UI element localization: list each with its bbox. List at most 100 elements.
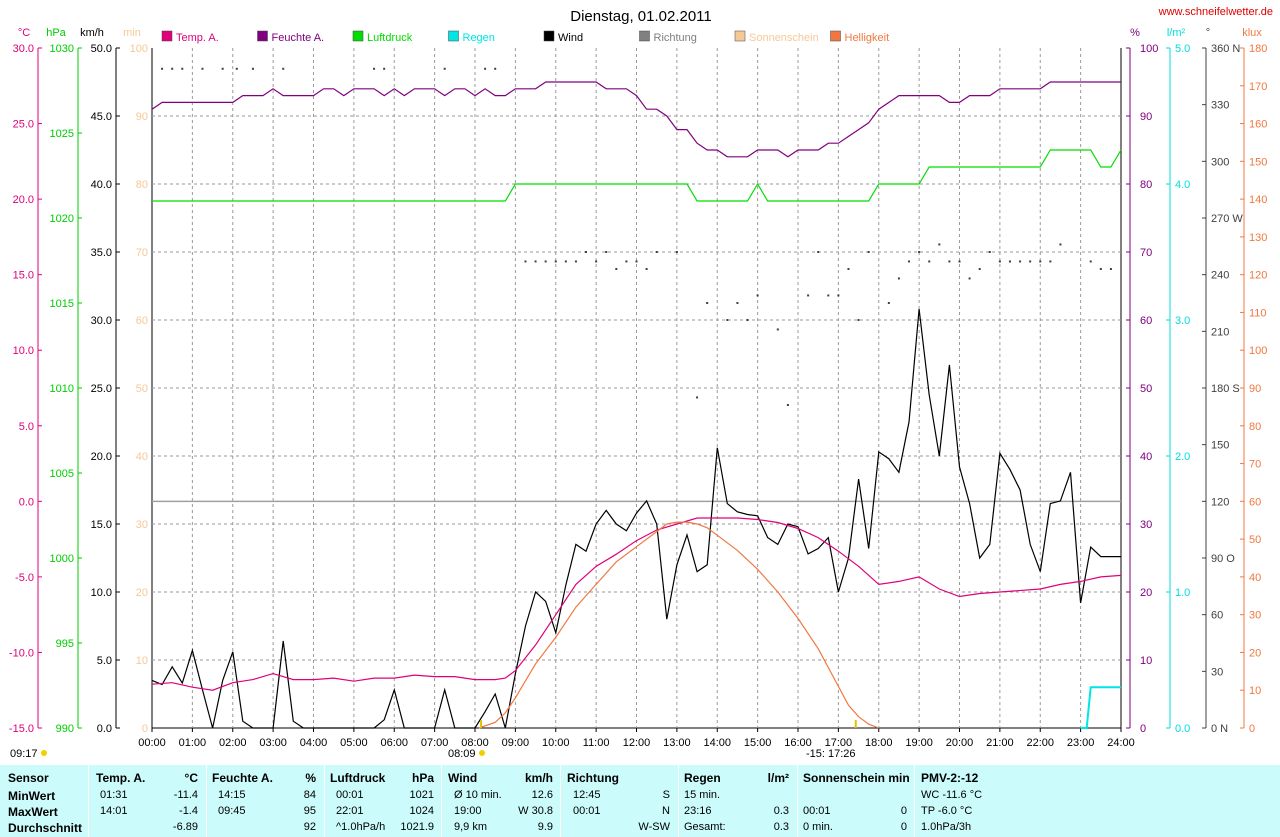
- stats-temp-time: 01:31: [100, 789, 128, 801]
- rain-unit-label: l/m²: [1167, 27, 1186, 39]
- series-line-luftdruck: [152, 149, 1122, 202]
- sunrise-time: 08:09: [448, 748, 476, 760]
- wind-tick-label: 30.0: [91, 315, 112, 327]
- site-url[interactable]: www.schneifelwetter.de: [1158, 6, 1273, 18]
- legend-label: Richtung: [654, 32, 697, 44]
- hum-tick-label: 20: [1140, 587, 1152, 599]
- direction-point: [605, 251, 608, 253]
- sun-tick-label: 100: [130, 43, 148, 55]
- time-tick-label: 03:00: [259, 737, 287, 749]
- stats-hum-value: 95: [303, 805, 316, 817]
- time-tick-label: 05:00: [340, 737, 368, 749]
- stats-hum-value: 84: [303, 789, 316, 801]
- stats-temp-time: 14:01: [100, 805, 128, 817]
- hum-tick-label: 100: [1140, 43, 1158, 55]
- time-tick-label: 17:00: [825, 737, 853, 749]
- hum-tick-label: 30: [1140, 519, 1152, 531]
- stats-temp-value: -6.89: [172, 821, 198, 833]
- time-tick-label: 23:00: [1067, 737, 1095, 749]
- stats-rain-time: 23:16: [684, 805, 712, 817]
- sun-tick-label: 70: [136, 247, 148, 259]
- stats-press-time: 00:01: [336, 789, 364, 801]
- hum-tick-label: 50: [1140, 383, 1152, 395]
- weather-chart: 00:00 01:00 02:00 03:00 04:00 05:00 06:00 07:00…: [8, 6, 1273, 760]
- stats-row-label: MinWert: [8, 789, 56, 803]
- dir-tick-label: 180 S: [1211, 383, 1240, 395]
- press-tick-label: 1000: [50, 553, 74, 565]
- series-line-temp-a: [151, 517, 1122, 691]
- legend-swatch: [161, 30, 173, 42]
- klux-tick-label: 10: [1249, 685, 1261, 697]
- direction-point: [373, 67, 376, 70]
- direction-point: [857, 319, 860, 321]
- stats-sun-value: 0: [900, 821, 907, 833]
- stats-separator: [88, 765, 89, 837]
- sun-tick-label: 50: [136, 383, 148, 395]
- direction-point: [443, 67, 446, 70]
- direction-point: [867, 251, 870, 253]
- legend-label: Luftdruck: [367, 32, 413, 44]
- temp-tick-label: 15.0: [13, 270, 34, 282]
- time-tick-label: 00:00: [138, 737, 166, 749]
- stats-wind-value: W 30.8: [518, 805, 553, 817]
- series-line-feuchte-a: [151, 81, 1121, 158]
- time-tick-label: 13:00: [663, 737, 691, 749]
- time-tick-label: 02:00: [219, 737, 247, 749]
- stats-press-value: 1024: [409, 805, 434, 817]
- hum-tick-label: 80: [1140, 179, 1152, 191]
- series-line-wind: [151, 309, 1121, 729]
- klux-tick-label: 150: [1249, 156, 1267, 168]
- dir-tick-label: 120: [1211, 496, 1229, 508]
- sunset-time: 17:26: [828, 748, 856, 760]
- direction-point: [776, 328, 779, 331]
- time-tick-label: 06:00: [380, 737, 408, 749]
- sun-unit-label: min: [123, 27, 141, 39]
- stats-dir-value: S: [662, 789, 670, 801]
- time-tick-label: 18:00: [865, 737, 893, 749]
- klux-tick-label: 120: [1249, 270, 1267, 282]
- press-tick-label: 995: [56, 638, 74, 650]
- stats-press-time: 22:01: [336, 805, 364, 817]
- direction-point: [635, 260, 638, 263]
- klux-tick-label: 40: [1249, 572, 1261, 584]
- rain-tick-label: 2.0: [1175, 451, 1190, 463]
- legend-label: Sonnenschein: [749, 32, 819, 44]
- legend-label: Feuchte A.: [272, 32, 325, 44]
- time-tick-label: 09:00: [502, 737, 530, 749]
- direction-point: [696, 396, 699, 399]
- stats-header-rain-unit: l/m²: [767, 771, 789, 785]
- press-unit-label: hPa: [46, 27, 66, 39]
- stats-press-value: 1021: [409, 789, 434, 801]
- klux-tick-label: 20: [1249, 647, 1261, 659]
- stats-row-label: MaxWert: [8, 805, 58, 819]
- klux-tick-label: 60: [1249, 496, 1261, 508]
- klux-unit-label: klux: [1242, 27, 1262, 39]
- chart-axes: 00:00 01:00 02:00 03:00 04:00 05:00 06:00 07:00…: [9, 27, 1267, 749]
- sun-icon: [41, 750, 47, 756]
- stats-dir-time: 00:01: [573, 805, 601, 817]
- temp-tick-label: 5.0: [19, 421, 34, 433]
- rain-tick-label: 0.0: [1175, 723, 1190, 735]
- dir-tick-label: 90 O: [1211, 553, 1235, 565]
- wind-tick-label: 5.0: [97, 655, 112, 667]
- stats-hum-time: 09:45: [218, 805, 246, 817]
- stats-header-wind-unit: km/h: [524, 771, 553, 785]
- wind-tick-label: 40.0: [91, 179, 112, 191]
- stats-dir-value: W-SW: [638, 821, 670, 833]
- klux-tick-label: 70: [1249, 459, 1261, 471]
- stats-wind-time: 19:00: [454, 805, 482, 817]
- dir-tick-label: 60: [1211, 610, 1223, 622]
- time-left-label: 09:17: [10, 748, 38, 760]
- temp-tick-label: -5.0: [15, 572, 34, 584]
- direction-point: [201, 67, 204, 70]
- wind-tick-label: 35.0: [91, 247, 112, 259]
- klux-tick-label: 100: [1249, 345, 1267, 357]
- stats-separator: [206, 765, 207, 837]
- direction-point: [897, 277, 900, 280]
- direction-point: [918, 251, 921, 253]
- direction-point: [615, 268, 618, 270]
- stats-separator: [560, 765, 561, 837]
- stats-header-sun: Sonnenschein min: [803, 771, 910, 785]
- star-label: -15:: [806, 748, 825, 760]
- direction-point: [706, 302, 709, 304]
